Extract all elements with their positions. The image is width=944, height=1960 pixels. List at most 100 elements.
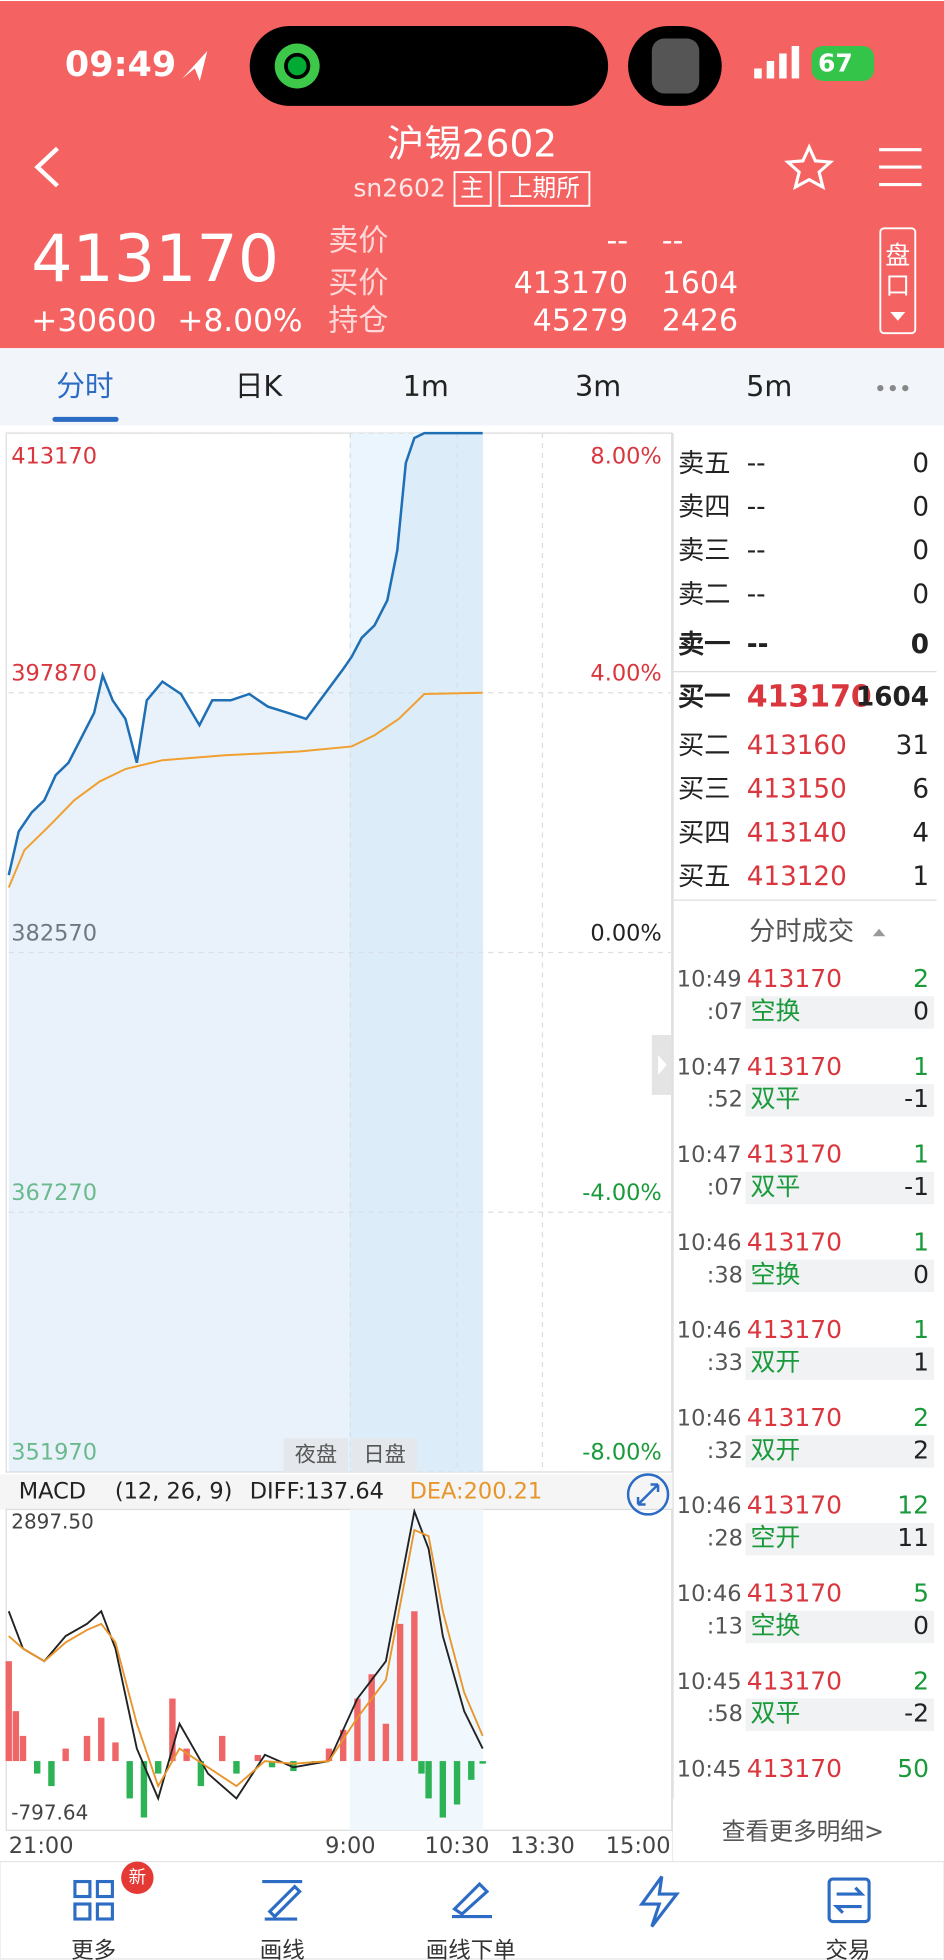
trade-time: 10:49 bbox=[677, 967, 742, 993]
macd-params: (12, 26, 9) bbox=[115, 1478, 233, 1504]
side-handle-arrow bbox=[658, 1054, 667, 1075]
panel-button[interactable] bbox=[879, 227, 917, 335]
favorite-button[interactable] bbox=[784, 143, 835, 191]
more-tabs[interactable] bbox=[877, 385, 909, 392]
book-label: 买一 bbox=[678, 682, 730, 712]
trade-volume: 2 bbox=[913, 1403, 929, 1432]
quote-price: -- bbox=[606, 224, 628, 259]
trade-volume: 50 bbox=[897, 1754, 929, 1783]
trade-type-bg bbox=[745, 1171, 935, 1205]
book-volume: 0 bbox=[911, 630, 929, 660]
macd-frame bbox=[5, 1508, 673, 1831]
trade-type-bg bbox=[745, 1347, 935, 1380]
macd-bar bbox=[112, 1742, 119, 1762]
y-tick-label: 2897.50 bbox=[11, 1510, 94, 1534]
tab-bar bbox=[0, 348, 944, 426]
book-price: -- bbox=[747, 493, 766, 523]
expand-button[interactable] bbox=[626, 1473, 670, 1516]
trade-time: 10:46 bbox=[677, 1581, 742, 1607]
quote-price: 45279 bbox=[533, 303, 628, 338]
trade-volume: 5 bbox=[913, 1578, 929, 1607]
macd-bar bbox=[183, 1748, 190, 1762]
macd-bar bbox=[12, 1711, 20, 1762]
book-label: 卖五 bbox=[678, 449, 730, 479]
trade-type: 空开 bbox=[750, 1523, 800, 1552]
more-details[interactable]: 查看更多明细> bbox=[722, 1817, 884, 1845]
macd-bar bbox=[339, 1729, 347, 1762]
average-line bbox=[7, 691, 483, 888]
trade-price: 413170 bbox=[747, 1403, 842, 1432]
x-tick-label: 9:00 bbox=[325, 1833, 375, 1859]
macd-bar bbox=[219, 1735, 226, 1762]
nav-label[interactable]: 画线 bbox=[260, 1938, 305, 1960]
macd-bar bbox=[154, 1761, 162, 1774]
quote-rows: 卖价 -- -- 买价 413170 1604 持仓 45279 2426 bbox=[328, 224, 738, 339]
trade-time: 10:45 bbox=[677, 1669, 742, 1695]
back-button[interactable] bbox=[34, 146, 59, 188]
session-tag: 日盘 bbox=[363, 1443, 405, 1468]
book-volume: 0 bbox=[912, 536, 929, 566]
nav-label[interactable]: 画线下单 bbox=[426, 1938, 516, 1960]
nav-badge: 新 bbox=[129, 1868, 146, 1888]
island-icon-inner bbox=[284, 52, 311, 80]
trades-title: 分时成交 bbox=[749, 917, 854, 947]
menu-button[interactable] bbox=[879, 148, 922, 187]
book-volume: 0 bbox=[912, 493, 929, 523]
x-tick-label: 13:30 bbox=[510, 1833, 575, 1859]
tab[interactable]: 1m bbox=[403, 369, 449, 403]
trades-sort[interactable] bbox=[872, 928, 886, 937]
macd-diff: DIFF:137.64 bbox=[250, 1478, 384, 1504]
trade-change: -1 bbox=[904, 1172, 929, 1201]
tab[interactable]: 3m bbox=[575, 369, 621, 403]
trade-second: :28 bbox=[707, 1526, 743, 1552]
y2-tick-label: 4.00% bbox=[590, 661, 661, 687]
book-price: -- bbox=[747, 536, 766, 566]
macd-bar bbox=[5, 1661, 12, 1762]
trade-time: 10:46 bbox=[677, 1230, 742, 1256]
book-price: 413170 bbox=[747, 679, 872, 714]
trade-change: -1 bbox=[904, 1084, 929, 1113]
quote-label: 卖价 bbox=[328, 224, 388, 259]
trade-time: 10:46 bbox=[677, 1405, 742, 1431]
trade-type-bg bbox=[745, 1435, 935, 1468]
tab[interactable]: 日K bbox=[235, 369, 284, 403]
y2-tick-label: 8.00% bbox=[590, 443, 661, 469]
status-time: 09:49 bbox=[65, 45, 176, 85]
macd-bar bbox=[468, 1761, 475, 1780]
battery-level: 67 bbox=[818, 49, 853, 78]
dea-line bbox=[8, 1528, 484, 1789]
price-change: +30600 bbox=[31, 303, 156, 339]
book-label: 买三 bbox=[678, 775, 730, 805]
macd-bar bbox=[325, 1748, 333, 1762]
book-price: -- bbox=[747, 630, 769, 660]
last-price: 413170 bbox=[31, 222, 279, 297]
expand-icon bbox=[636, 1483, 660, 1506]
nav-label[interactable]: 更多 bbox=[71, 1938, 116, 1960]
signal-icon bbox=[754, 45, 800, 79]
tab[interactable]: 分时 bbox=[56, 369, 113, 403]
trade-volume: 1 bbox=[913, 1227, 929, 1256]
tag-box bbox=[453, 171, 492, 207]
book-price: -- bbox=[747, 580, 766, 610]
tab[interactable]: 5m bbox=[746, 369, 792, 403]
trade-price: 413170 bbox=[747, 1227, 842, 1256]
trade-type-bg bbox=[745, 1610, 935, 1644]
nav-label[interactable]: 交易 bbox=[825, 1938, 870, 1960]
book-volume: 0 bbox=[912, 580, 929, 610]
price-change-pct: +8.00% bbox=[177, 303, 302, 339]
trade-second: :58 bbox=[707, 1701, 743, 1727]
trade-price: 413170 bbox=[747, 1315, 842, 1344]
macd-bar bbox=[197, 1761, 205, 1787]
macd-bar bbox=[382, 1723, 390, 1762]
book-price: 413120 bbox=[747, 862, 847, 892]
book-volume: 1 bbox=[912, 862, 929, 892]
trade-volume: 1 bbox=[913, 1315, 929, 1344]
macd-bar bbox=[126, 1761, 133, 1799]
trade-change: 0 bbox=[913, 996, 929, 1025]
y-tick-label: -797.64 bbox=[11, 1801, 88, 1825]
trade-volume: 2 bbox=[913, 964, 929, 993]
nav-badge-bg bbox=[121, 1861, 154, 1895]
trade-price: 413170 bbox=[747, 1140, 842, 1169]
macd-bar bbox=[439, 1761, 447, 1818]
